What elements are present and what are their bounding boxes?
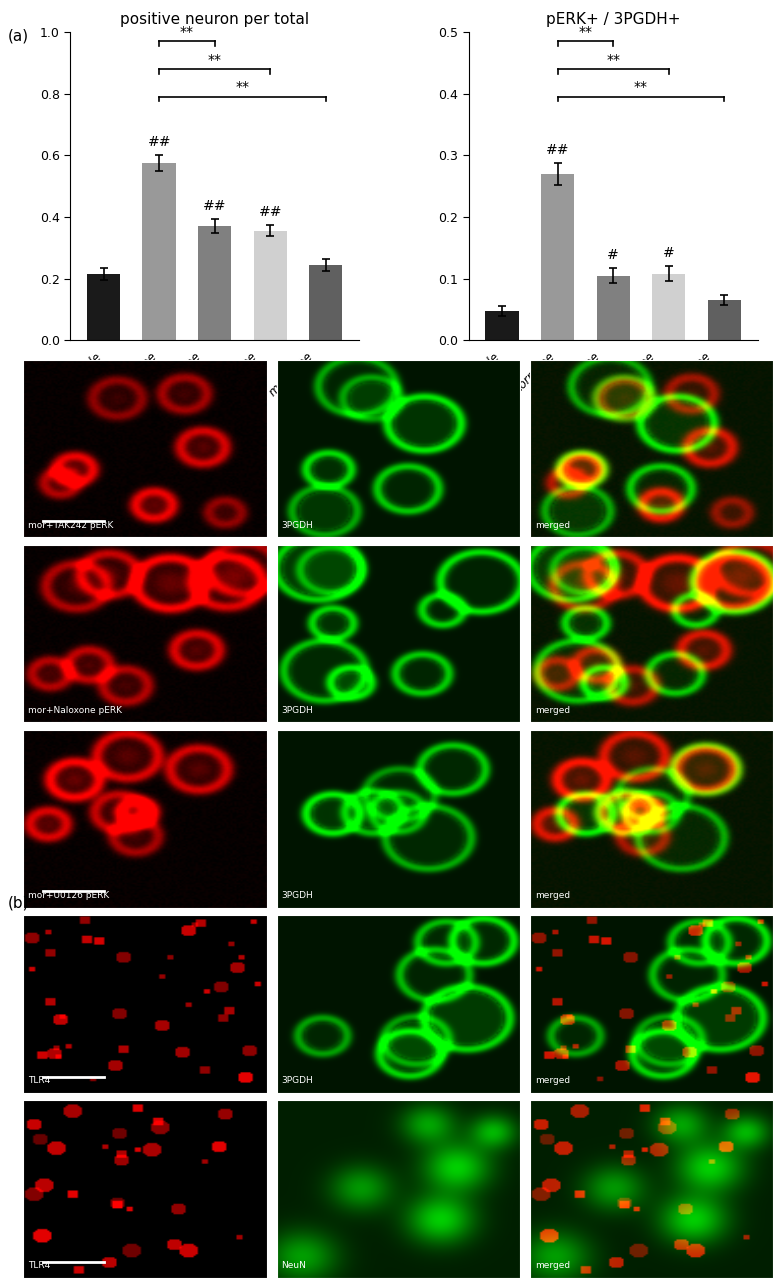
Text: mor+Naloxone pERK: mor+Naloxone pERK: [28, 706, 123, 715]
Text: merged: merged: [535, 521, 570, 530]
Text: **: **: [606, 53, 620, 67]
Text: merged: merged: [535, 706, 570, 715]
Text: 3PGDH: 3PGDH: [281, 1076, 313, 1085]
Bar: [541, 173, 574, 340]
Text: ##: ##: [259, 205, 282, 220]
Bar: [486, 311, 519, 340]
Text: 3PGDH: 3PGDH: [281, 521, 313, 530]
Text: ##: ##: [148, 135, 171, 149]
Text: ##: ##: [546, 143, 569, 157]
Bar: [87, 273, 120, 340]
Text: 3PGDH: 3PGDH: [281, 706, 313, 715]
Text: **: **: [235, 81, 249, 94]
Text: ##: ##: [203, 199, 226, 213]
Text: mor+U0126 pERK: mor+U0126 pERK: [28, 891, 109, 900]
Bar: [142, 163, 176, 340]
Bar: [652, 273, 686, 340]
Text: **: **: [180, 24, 194, 39]
Text: #: #: [608, 248, 619, 262]
Bar: [254, 231, 287, 340]
Text: merged: merged: [535, 1076, 570, 1085]
Bar: [597, 276, 629, 340]
Text: **: **: [208, 53, 222, 67]
Text: merged: merged: [535, 1261, 570, 1270]
Text: (a): (a): [8, 28, 29, 44]
Text: merged: merged: [535, 891, 570, 900]
Text: **: **: [579, 24, 593, 39]
Text: TLR4: TLR4: [28, 1261, 51, 1270]
Text: 3PGDH: 3PGDH: [281, 891, 313, 900]
Text: #: #: [663, 247, 675, 261]
Bar: [309, 265, 342, 340]
Bar: [198, 226, 231, 340]
Text: (b): (b): [8, 896, 30, 910]
Title: pERK+ / 3PGDH+: pERK+ / 3PGDH+: [546, 12, 680, 27]
Text: **: **: [634, 81, 648, 94]
Bar: [708, 300, 741, 340]
Text: TLR4: TLR4: [28, 1076, 51, 1085]
Title: positive neuron per total: positive neuron per total: [120, 12, 309, 27]
Text: mor+TAK242 pERK: mor+TAK242 pERK: [28, 521, 114, 530]
Text: NeuN: NeuN: [281, 1261, 306, 1270]
